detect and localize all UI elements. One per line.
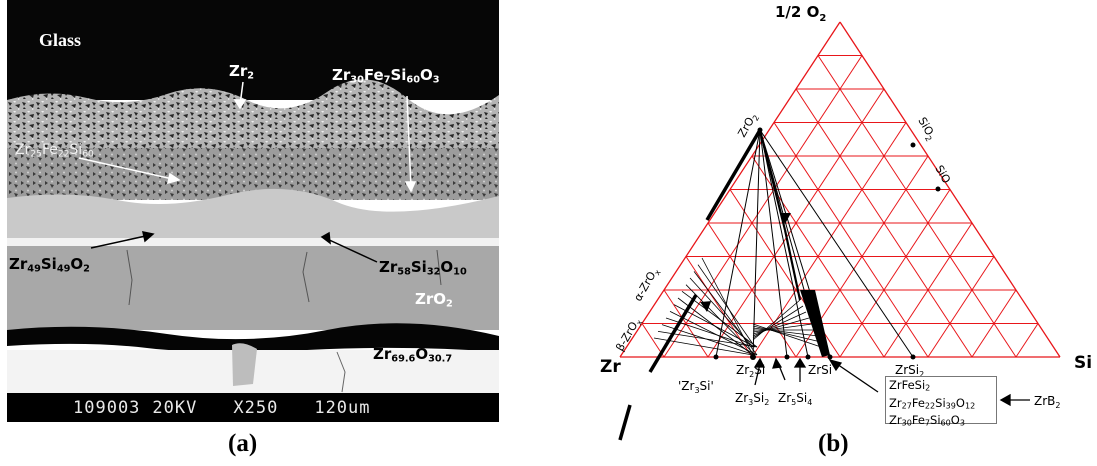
label-zr5si4: Zr5Si4 — [778, 391, 812, 407]
compound-points — [713, 127, 941, 360]
phase-boundaries — [618, 129, 762, 441]
tie-line — [752, 327, 819, 337]
tie-line — [752, 325, 822, 343]
label-zr30fe7si60o3: Zr30Fe7Si60O3 — [332, 66, 440, 86]
scale-bar: 109003 20KV X250 120um — [7, 393, 499, 422]
tie-line — [697, 264, 756, 348]
label-glass: Glass — [39, 30, 82, 50]
tie-line — [752, 305, 804, 339]
tie-line — [752, 323, 813, 333]
apex-label-o2: 1/2 O2 — [775, 3, 826, 24]
phase-field-wedge — [800, 290, 830, 357]
legend-row-1: ZrFeSi2 — [889, 378, 931, 393]
label-zrsi2: ZrSi2 — [895, 363, 924, 379]
compound-legend-box: ZrFeSi2 Zr27Fe22Si39O12 Zr30Fe7Si60O3 — [885, 376, 997, 428]
label-zr58si32o10: Zr58Si32O10 — [379, 258, 467, 278]
caption-a: (a) — [228, 430, 258, 457]
line-arrows — [700, 213, 791, 312]
label-pointers — [753, 357, 1030, 407]
tie-line — [715, 129, 761, 358]
legend-row-2: Zr27Fe22Si39O12 — [889, 395, 976, 411]
grid-line — [773, 122, 929, 358]
tie-line — [693, 271, 758, 356]
scale-magnification: X250 — [233, 397, 279, 418]
tie-line — [689, 277, 754, 348]
grid-line — [795, 88, 973, 358]
tie-line — [759, 129, 809, 358]
grid-line — [663, 55, 863, 358]
grid-line — [1015, 323, 1039, 358]
label-zr3si: 'Zr3Si' — [678, 379, 714, 395]
label-zrb2: ZrB2 — [1034, 394, 1060, 410]
micrograph-image — [7, 0, 499, 393]
tie-line — [661, 324, 756, 356]
grid-line — [839, 21, 1061, 358]
apex-label-si: Si — [1074, 353, 1092, 373]
tie-lines — [653, 129, 914, 358]
label-zr49si49o2: Zr49Si49O2 — [9, 255, 90, 275]
label-zr3si2: Zr3Si2 — [735, 391, 769, 407]
label-zro2: ZrO2 — [415, 290, 453, 310]
label-zrb2: Zr2 — [229, 62, 255, 82]
tie-line — [783, 229, 802, 301]
tie-line — [752, 317, 810, 335]
grid-line — [817, 55, 1017, 358]
scale-length: 120um — [314, 397, 371, 418]
legend-row-3: Zr30Fe7Si60O3 — [889, 413, 965, 428]
grid-line — [707, 88, 885, 358]
sem-micrograph: Glass Zr2 Zr30Fe7Si60O3 Zr25Fe22Si60 Zr4… — [7, 0, 499, 422]
grid-line — [619, 21, 841, 358]
tie-line — [669, 310, 758, 356]
tie-line — [752, 299, 801, 341]
grid-line — [839, 189, 951, 358]
tie-line — [752, 311, 807, 337]
scale-voltage: 20KV — [152, 397, 198, 418]
apex-label-zr: Zr — [600, 357, 621, 377]
grid-line — [927, 256, 995, 358]
label-zrsi: ZrSi — [808, 363, 832, 377]
base-labels: Zr2Si ZrSi ZrSi2 'Zr3Si' Zr3Si2 Zr5Si4 — [678, 363, 924, 407]
label-zr25fe22si60: Zr25Fe22Si60 — [15, 142, 94, 160]
tie-line — [752, 323, 825, 349]
ternary-grid — [619, 21, 1061, 358]
caption-b: (b) — [818, 430, 849, 457]
tie-line — [752, 129, 761, 358]
label-zr2si: Zr2Si — [736, 363, 765, 379]
label-zr696o307: Zr69.6O30.7 — [373, 345, 453, 365]
edge-label-beta-zrox: β-ZrOx — [613, 315, 644, 354]
scale-id: 109003 — [73, 397, 141, 418]
tie-line — [759, 129, 914, 358]
grid-line — [751, 122, 907, 358]
